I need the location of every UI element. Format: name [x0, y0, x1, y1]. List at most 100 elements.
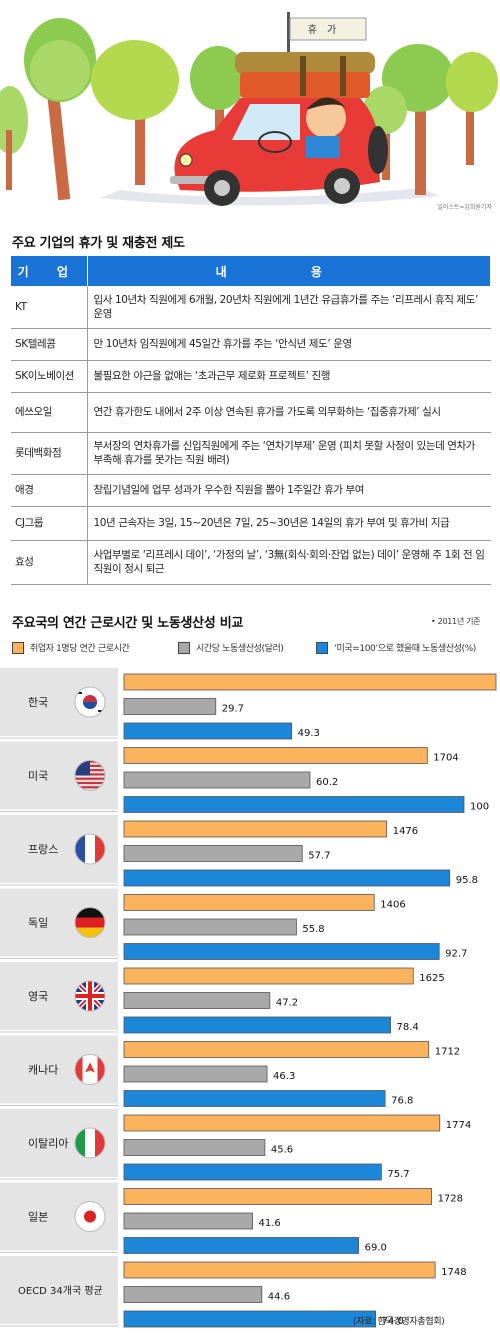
germany-flag-icon [75, 907, 105, 938]
bar [123, 967, 414, 985]
chart-title: 주요국의 연간 근로시간 및 노동생산성 비교 [12, 616, 244, 631]
flag-border [74, 760, 106, 791]
bar-value-label: 78.4 [397, 1022, 419, 1033]
vacation-sign: 휴가 [307, 25, 347, 36]
korea-flag-icon [75, 687, 105, 717]
legend-label: ‘미국=100’으로 했을때 노동생산성(%) [334, 644, 476, 654]
labor-productivity-chart: 한국209029.749.3미국170460.2100프랑스147657.795… [0, 668, 497, 1328]
legend-item-hours: 취업자 1명당 연간 근로시간 [12, 641, 130, 654]
bar [123, 796, 465, 813]
bar [123, 943, 440, 960]
bar-value-label: 1625 [419, 973, 444, 984]
legend-swatch [316, 641, 328, 654]
bar [123, 1286, 263, 1303]
bar-value-label: 92.7 [445, 949, 467, 960]
table-header-row: 기 업 내 용 [11, 256, 491, 286]
bar-value-label: 55.8 [302, 924, 324, 935]
bar-value-label: 69.0 [365, 1243, 387, 1254]
country-label: 미국 [28, 770, 48, 783]
flag-border [74, 686, 106, 718]
bar [123, 722, 293, 740]
bar [123, 673, 497, 691]
description-cell: 부서장의 연차휴가를 신입직원에게 주는 ‘연차기부제’ 운영 (피치 못할 사… [87, 432, 491, 475]
table-row: 롯데백화점 부서장의 연차휴가를 신입직원에게 주는 ‘연차기부제’ 운영 (피… [11, 432, 491, 475]
france-flag-icon [75, 834, 105, 864]
country-label: 이탈리아 [28, 1137, 68, 1150]
illustration-credit: 일러스트=김희원기자 [437, 204, 492, 211]
legend-swatch [178, 641, 190, 654]
bar-value-label: 46.3 [273, 1071, 295, 1082]
bar [123, 747, 428, 764]
country-label: 독일 [28, 916, 48, 930]
bar-value-label: 1748 [441, 1267, 466, 1278]
flag-border [74, 980, 106, 1012]
bar-value-label: 1406 [380, 900, 405, 911]
bar-value-label: 100 [470, 802, 489, 813]
bar-value-label: 76.8 [391, 1096, 413, 1107]
chart-note: • 2011년 기준 [431, 617, 481, 626]
table-row: 효성 사업부별로 ‘리프레시 데이’, ‘가정의 날’, ‘3無(회식·회의·잔… [11, 540, 491, 585]
bar [123, 1163, 382, 1181]
legend-label: 시간당 노동생산성(달러) [196, 644, 284, 654]
company-cell: SK이노베이션 [11, 360, 88, 393]
country-label: OECD 34개국 평균 [18, 1285, 103, 1297]
bar [123, 1139, 266, 1156]
vacation-policy-table: 기 업 내 용 KT 입사 10년차 직원에게 6개월, 20년차 직원에게 1… [11, 256, 491, 585]
description-cell: 사업부별로 ‘리프레시 데이’, ‘가정의 날’, ‘3無(회식·회의·잔업 없… [87, 540, 491, 585]
bar-value-label: 41.6 [259, 1218, 281, 1229]
flag-border [74, 1054, 106, 1085]
bar-value-label: 49.3 [298, 728, 320, 739]
japan-flag-icon [75, 1201, 105, 1232]
bar [123, 894, 375, 911]
description-cell: 불필요한 야근을 없애는 ‘초과근무 제로화 프로젝트’ 진행 [87, 360, 491, 393]
bar-value-label: 1712 [435, 1047, 460, 1058]
bar-value-label: 95.8 [456, 875, 478, 886]
country-label: 한국 [28, 696, 48, 709]
bar [123, 698, 217, 715]
car-vacation-drawing [0, 12, 498, 206]
bar [123, 1310, 377, 1328]
bar [123, 1188, 432, 1205]
legend-item-relative: ‘미국=100’으로 했을때 노동생산성(%) [316, 641, 476, 654]
country-label: 일본 [28, 1210, 48, 1224]
bar [123, 1212, 253, 1230]
table-row: SK이노베이션 불필요한 야근을 없애는 ‘초과근무 제로화 프로젝트’ 진행 [11, 360, 491, 393]
flag-border [74, 833, 106, 865]
bar [123, 1016, 391, 1034]
bar-value-label: 57.7 [308, 851, 330, 862]
bar [123, 1114, 441, 1132]
bar [123, 771, 311, 789]
bar [123, 1090, 386, 1107]
country-panel [0, 1256, 118, 1324]
bar [123, 869, 451, 887]
company-cell: 효성 [11, 540, 88, 585]
flag-border [74, 1201, 106, 1232]
bar [123, 1261, 436, 1279]
chart-source: (자료: 한국경영자총협회) [353, 1317, 445, 1327]
bar [123, 1237, 360, 1254]
table-row: CJ그룹 10년 근속자는 3일, 15~20년은 7일, 25~30년은 14… [11, 506, 491, 541]
header-description: 내 용 [87, 256, 491, 286]
bar-value-label: 1704 [433, 753, 458, 764]
description-cell: 입사 10년차 직원에게 6개월, 20년차 직원에게 1년간 유급휴가를 주는… [87, 286, 491, 329]
bar [123, 1065, 268, 1083]
bar [123, 1041, 430, 1058]
table-row: 에쓰오일 연간 휴가한도 내에서 2주 이상 연속된 휴가를 가도록 의무화하는… [11, 392, 491, 433]
company-cell: SK텔레콤 [11, 328, 88, 361]
bar-value-label: 60.2 [316, 777, 338, 788]
country-label: 영국 [28, 990, 48, 1003]
legend-swatch [12, 641, 24, 654]
company-cell: CJ그룹 [11, 506, 88, 541]
table-row: KT 입사 10년차 직원에게 6개월, 20년차 직원에게 1년간 유급휴가를… [11, 286, 491, 329]
description-cell: 연간 휴가한도 내에서 2주 이상 연속된 휴가를 가도록 의무화하는 ‘집중휴… [87, 392, 491, 433]
flag-border [74, 1127, 106, 1159]
description-cell: 만 10년차 임직원에게 45일간 휴가를 주는 ‘안식년 제도’ 운영 [87, 328, 491, 361]
bar-value-label: 44.6 [268, 1292, 290, 1303]
description-cell: 창립기념일에 업무 성과가 우수한 직원을 뽑아 1주일간 휴가 부여 [87, 474, 491, 507]
legend-item-productivity: 시간당 노동생산성(달러) [178, 641, 284, 654]
bar [123, 918, 297, 936]
bar-value-label: 29.7 [222, 704, 244, 715]
uk-flag-icon [75, 981, 105, 1011]
bar [123, 820, 388, 838]
canada-flag-icon [75, 1054, 105, 1085]
